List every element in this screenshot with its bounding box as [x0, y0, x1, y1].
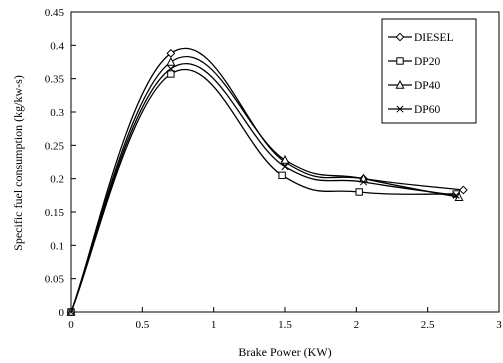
data-point — [355, 188, 363, 196]
y-tick-label: 0 — [59, 307, 65, 319]
y-tick-label: 0.4 — [50, 40, 64, 52]
legend-label: DP40 — [414, 80, 440, 92]
x-tick-label: 0.5 — [135, 319, 149, 331]
data-point — [166, 56, 176, 66]
x-axis: 0 0.5 1 1.5 2 2.5 3 — [68, 307, 502, 331]
legend: DIESEL DP20 DP40 DP60 — [381, 18, 477, 124]
x-tick-label: 1 — [211, 319, 217, 331]
y-tick-label: 0.3 — [50, 107, 64, 119]
legend-marker — [396, 57, 404, 65]
legend-marker — [396, 105, 404, 113]
x-tick-label: 2 — [354, 319, 360, 331]
legend-item-diesel: DIESEL — [388, 32, 454, 44]
series-dp40 — [66, 55, 464, 316]
x-tick-label: 2.5 — [421, 319, 435, 331]
data-point — [458, 185, 468, 195]
y-tick-label: 0.15 — [45, 207, 65, 219]
x-tick-label: 1.5 — [278, 319, 292, 331]
legend-marker — [395, 79, 405, 89]
data-point — [280, 154, 290, 164]
y-tick-label: 0.2 — [50, 174, 64, 186]
data-point — [281, 163, 289, 171]
legend-item-dp60: DP60 — [388, 104, 440, 116]
data-point — [452, 191, 460, 199]
y-axis: 0 0.05 0.1 0.15 0.2 0.25 0.3 0.35 0.4 0.45 — [45, 7, 76, 319]
y-tick-label: 0.25 — [45, 140, 65, 152]
data-point — [167, 70, 175, 78]
data-point — [278, 171, 286, 180]
legend-marker — [395, 32, 405, 42]
y-tick-label: 0.45 — [45, 7, 65, 19]
y-tick-label: 0.35 — [45, 74, 65, 86]
x-tick-label: 0 — [68, 319, 74, 331]
data-point — [167, 65, 175, 73]
series-layer — [66, 47, 468, 317]
legend-label: DP60 — [414, 104, 440, 116]
data-point — [359, 178, 368, 186]
legend-label: DP20 — [414, 56, 440, 68]
x-tick-label: 3 — [496, 319, 502, 331]
legend-label: DIESEL — [414, 32, 454, 44]
series-line — [70, 55, 460, 313]
x-axis-title: Brake Power (KW) — [238, 345, 331, 359]
y-tick-label: 0.1 — [50, 240, 64, 252]
y-axis-title: Specific fuel consumption (kg/kw-s) — [11, 75, 25, 251]
legend-item-dp40: DP40 — [388, 79, 440, 92]
series-dp60 — [67, 63, 460, 316]
y-tick-label: 0.05 — [45, 274, 65, 286]
legend-item-dp20: DP20 — [388, 56, 440, 68]
series-line — [70, 68, 457, 313]
data-point — [67, 308, 75, 316]
series-line — [70, 63, 457, 313]
